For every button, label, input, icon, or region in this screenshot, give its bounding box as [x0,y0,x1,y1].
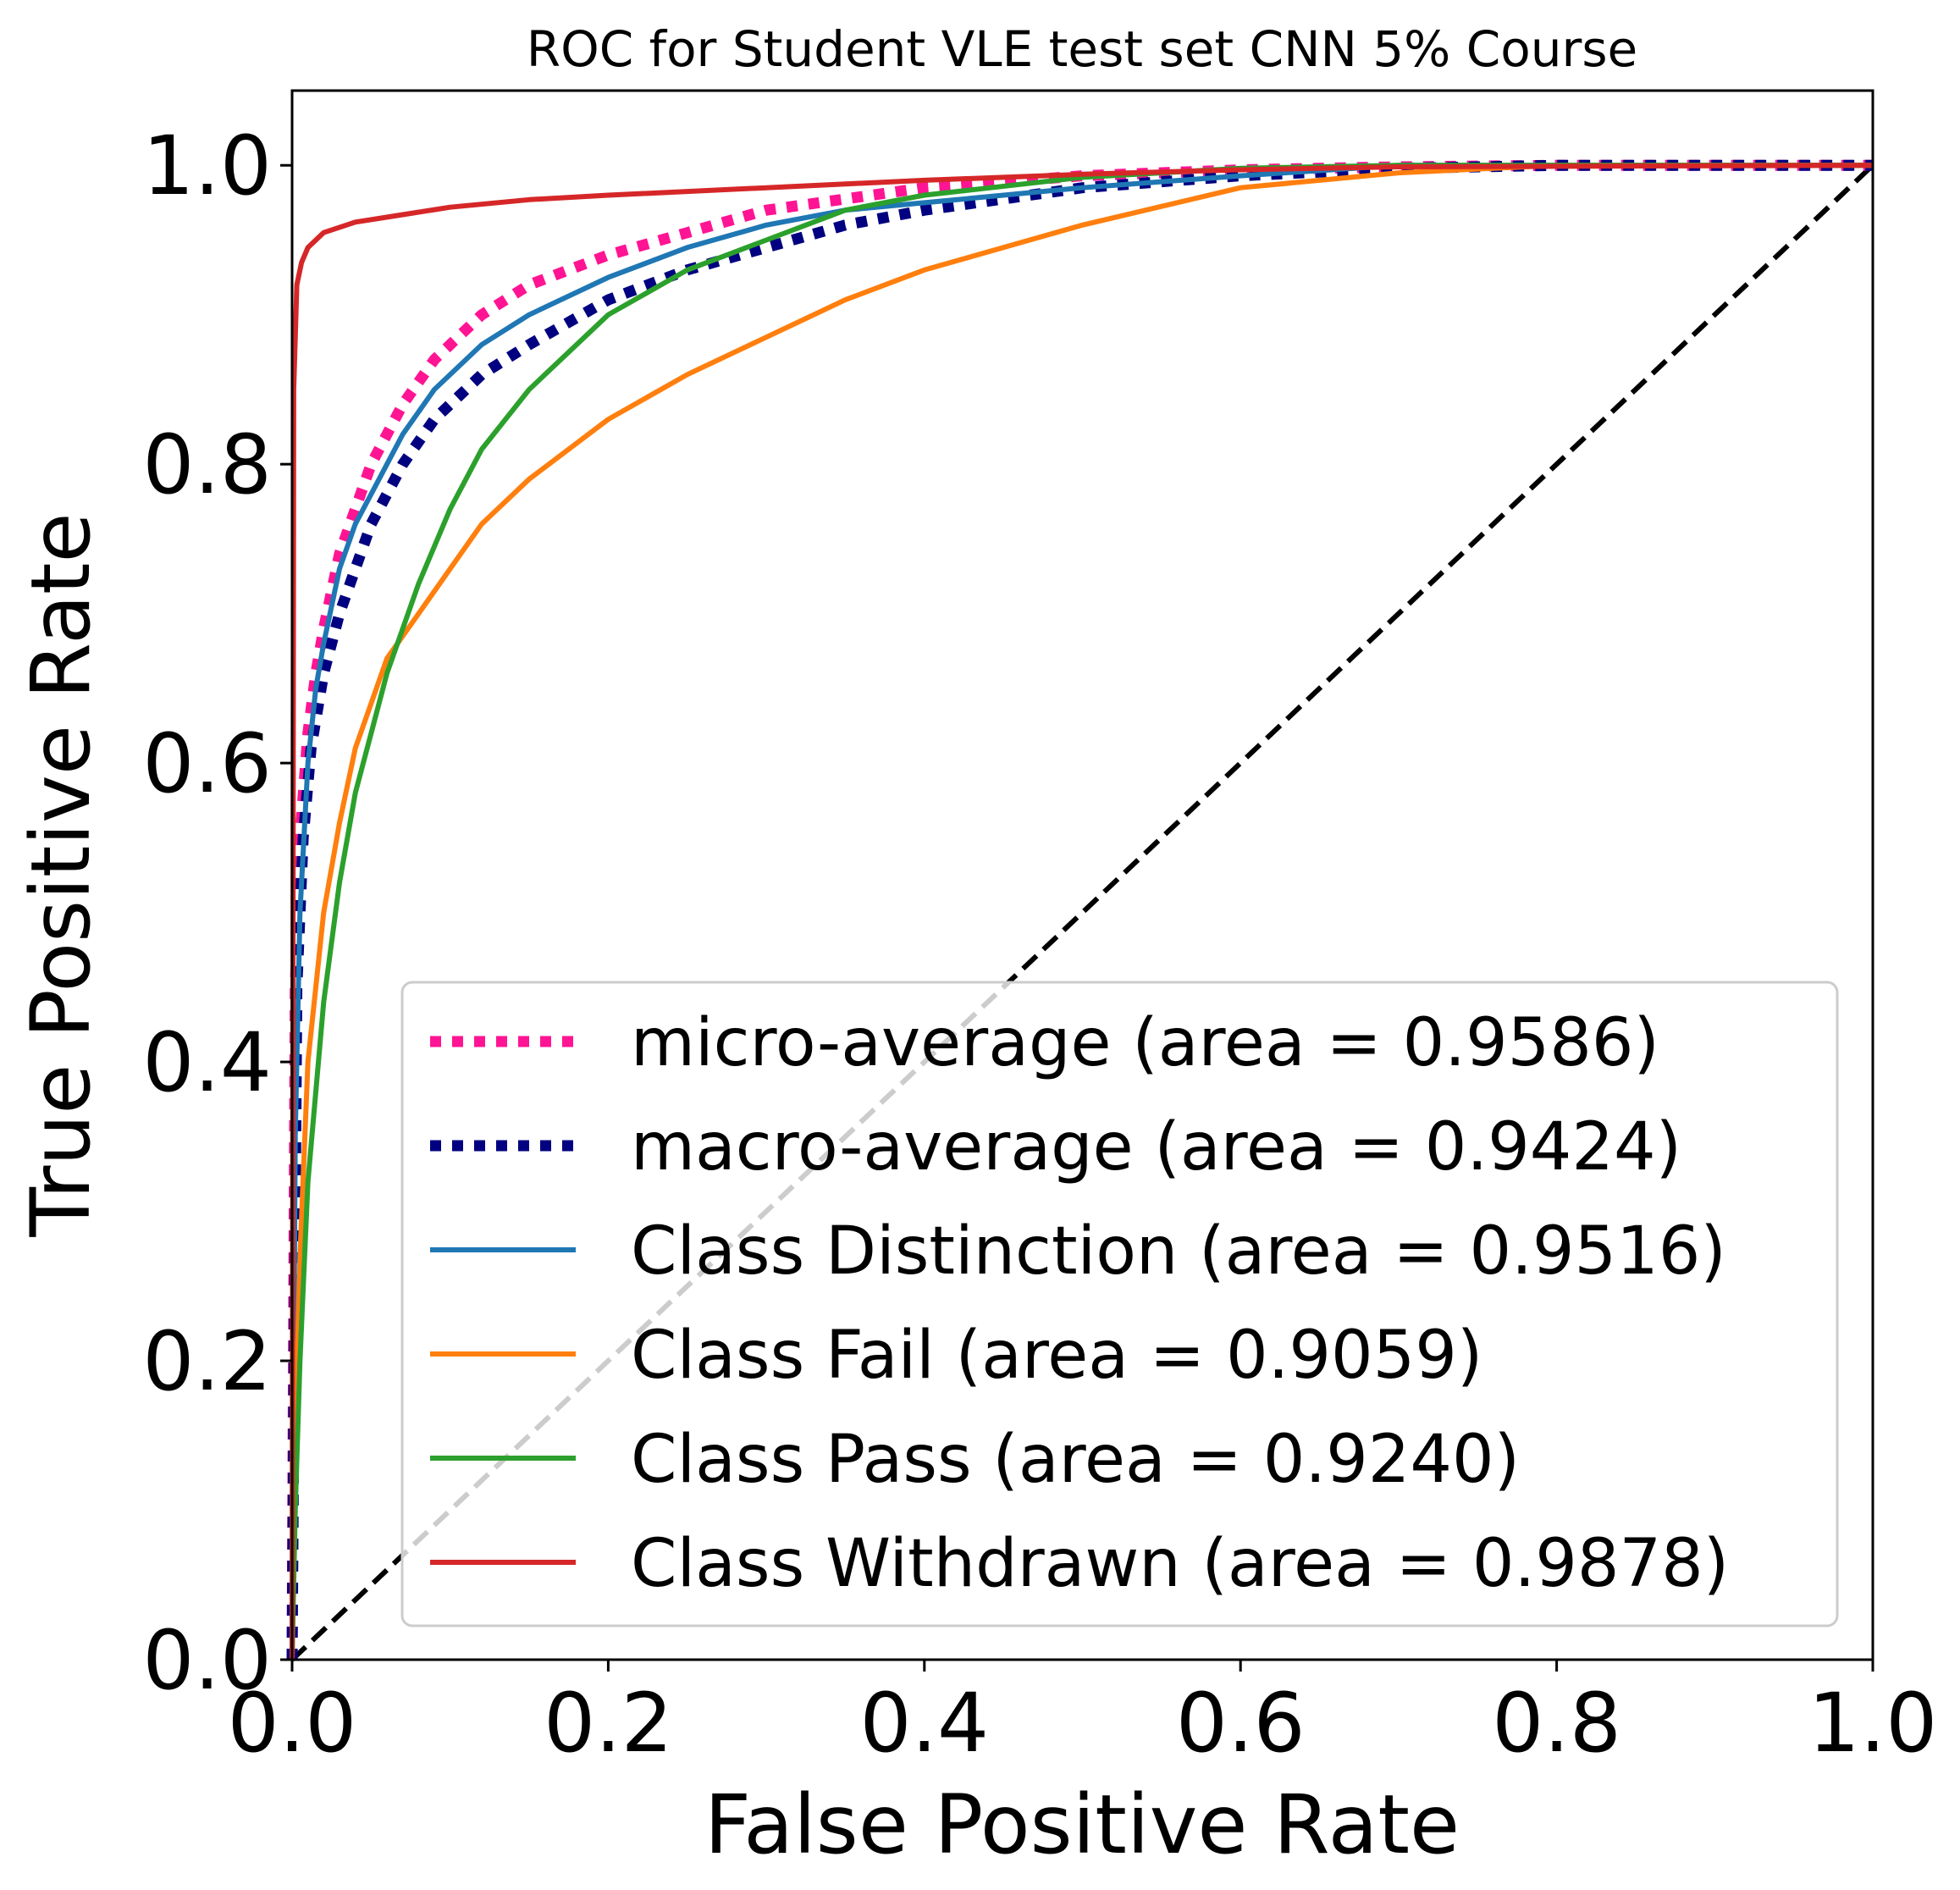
series-line-2 [290,163,1873,1661]
x-tick-label: 1.0 [1808,1676,1938,1771]
y-axis-label: True Positive Rate [14,512,108,1237]
legend-label-1: macro-average (area = 0.9424) [631,1109,1681,1185]
x-tick-label: 0.6 [1176,1676,1306,1771]
x-axis-label: False Positive Rate [704,1777,1460,1872]
y-tick-label: 0.0 [142,1613,272,1708]
y-tick-label: 0.8 [142,417,272,512]
y-tick-label: 0.2 [142,1314,272,1409]
series-line-4 [290,163,1873,1661]
legend-label-3: Class Fail (area = 0.9059) [631,1318,1482,1394]
series-line-5 [290,163,1874,1661]
legend: micro-average (area = 0.9586) macro-avera… [400,981,1839,1628]
legend-label-2: Class Distinction (area = 0.9516) [631,1213,1726,1290]
x-tick-label: 0.2 [544,1676,673,1771]
series-line-3 [290,163,1873,1661]
ticks-layer: 0.0 0.2 0.4 0.6 0.8 1.0 0.0 0.2 0.4 0.6 0.8 1.0 [142,119,1937,1771]
legend-label-5: Class Withdrawn (area = 0.9878) [631,1526,1729,1602]
series-layer [286,159,1875,1662]
x-tick-label: 0.8 [1492,1676,1621,1771]
chart-title: ROC for Student VLE test set CNN 5% Cour… [527,20,1637,78]
y-tick-label: 1.0 [142,119,272,213]
y-tick-label: 0.4 [142,1015,272,1110]
y-tick-label: 0.6 [142,716,272,811]
legend-box [400,981,1839,1628]
legend-label-0: micro-average (area = 0.9586) [631,1005,1659,1081]
legend-label-4: Class Pass (area = 0.9240) [631,1422,1520,1498]
x-tick-label: 0.4 [859,1676,989,1771]
plot-frame [290,89,1874,1661]
x-tick-label: 0.0 [228,1676,357,1771]
